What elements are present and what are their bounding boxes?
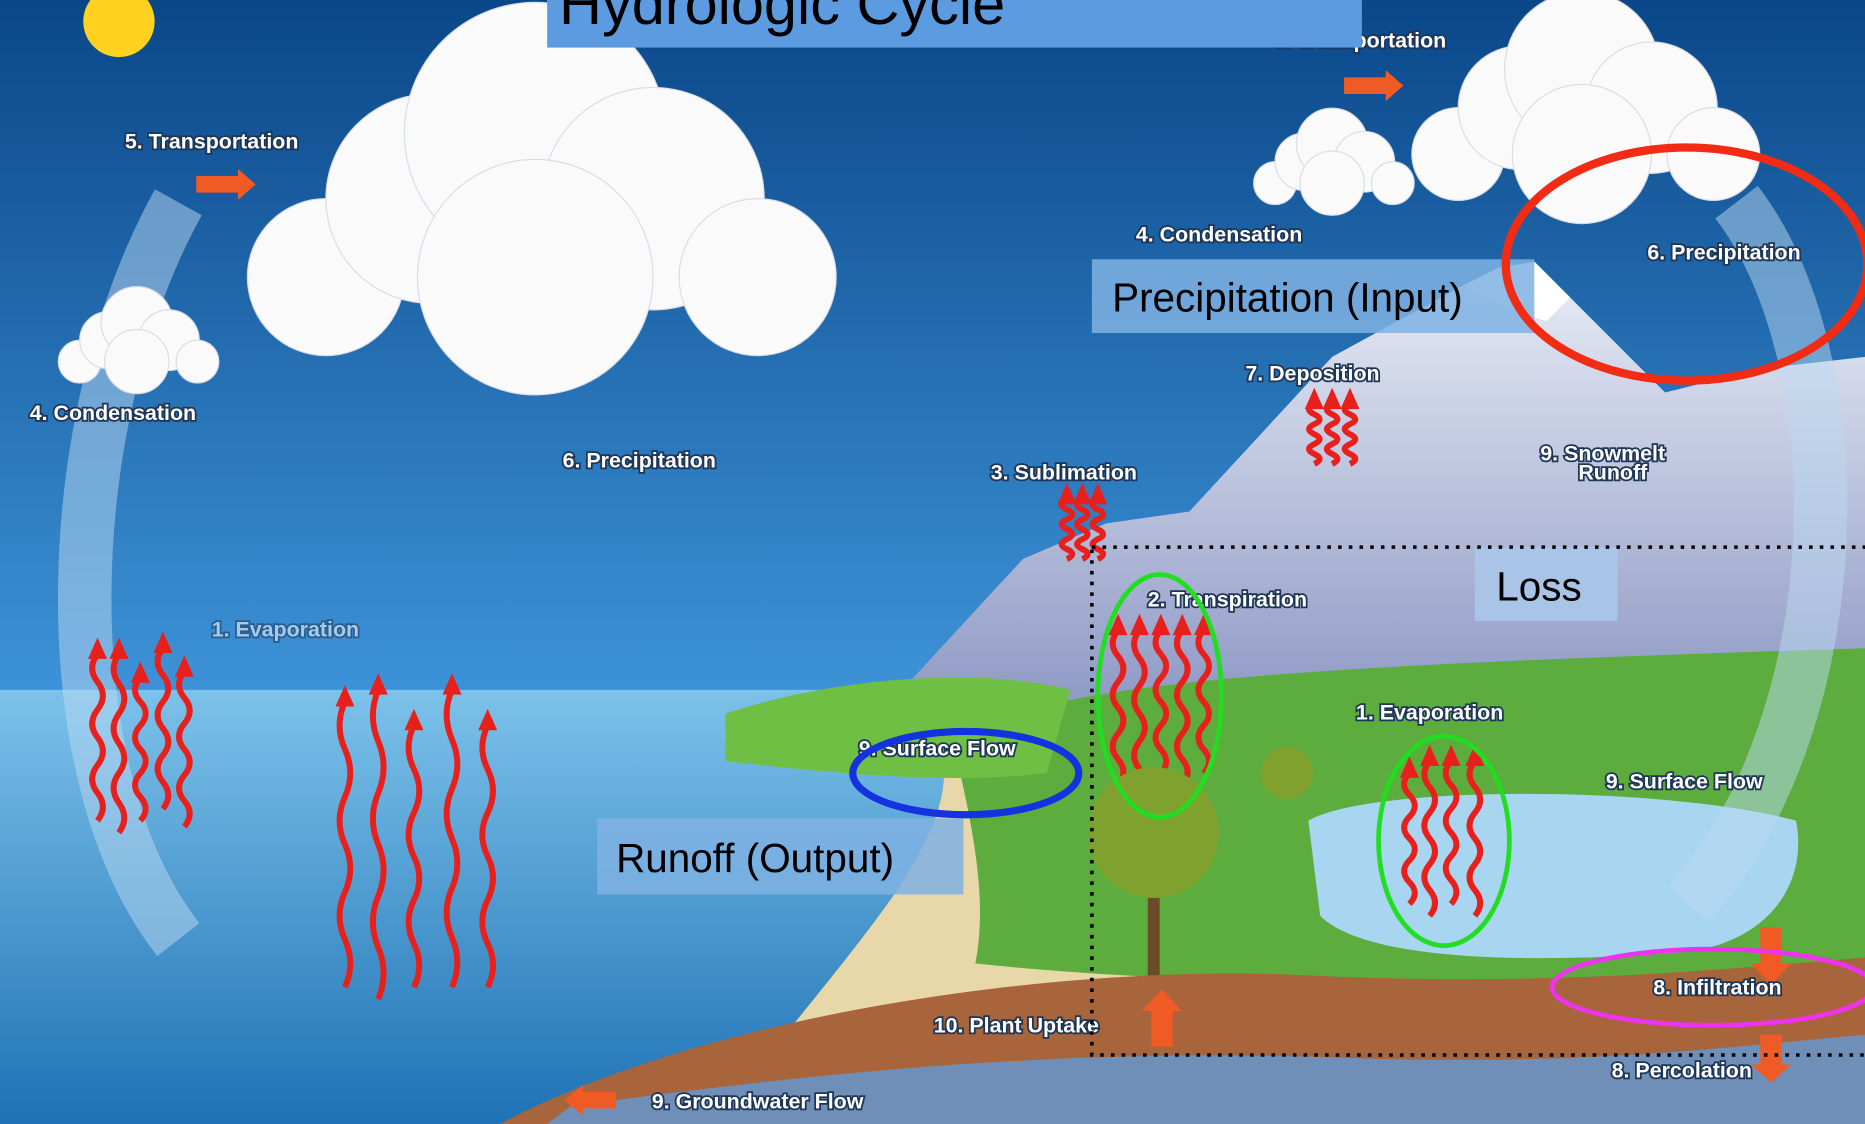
- wavy-arrow: [1345, 404, 1356, 463]
- label: 9. Groundwater Flow: [652, 1090, 864, 1114]
- cloud-puff: [417, 159, 653, 395]
- wavy-arrow: [1309, 404, 1320, 463]
- label: 5. Transportation: [125, 130, 299, 154]
- wavy-arrow: [1092, 500, 1103, 559]
- label: 1. Evaporation: [212, 617, 359, 641]
- label: 6. Precipitation: [563, 448, 716, 472]
- cloud-puff: [679, 199, 836, 356]
- title: Hydrologic Cycle: [559, 0, 1005, 37]
- label: 7. Deposition: [1245, 362, 1379, 386]
- label: 9. Surface Flow: [1606, 770, 1763, 794]
- label: 10. Plant Uptake: [934, 1013, 1099, 1037]
- cloud-puff: [105, 329, 169, 393]
- tree-crown: [1261, 747, 1313, 799]
- label: 8. Infiltration: [1653, 975, 1781, 999]
- cloud-puff: [176, 340, 219, 383]
- label: 3. Sublimation: [991, 460, 1137, 484]
- label: 8. Percolation: [1612, 1059, 1752, 1083]
- wavy-arrow: [1077, 500, 1088, 559]
- label: 4. Condensation: [1136, 222, 1302, 246]
- cloud-puff: [1300, 151, 1364, 215]
- label: Runoff: [1578, 460, 1648, 484]
- label: 1. Evaporation: [1356, 701, 1503, 725]
- diagram: 5. Transportation 4. Condensation 6. Pre…: [0, 0, 1865, 1124]
- wavy-arrow: [1062, 500, 1073, 559]
- label: 2. Transpiration: [1148, 588, 1307, 612]
- page: 5. Transportation 4. Condensation 6. Pre…: [0, 0, 1865, 1124]
- wavy-arrow: [1327, 404, 1338, 463]
- annotation: Precipitation (Input): [1112, 275, 1463, 321]
- label: 4. Condensation: [30, 401, 196, 425]
- label: 6. Precipitation: [1647, 240, 1800, 264]
- annotation: Runoff (Output): [616, 835, 894, 881]
- cloud-puff: [1371, 162, 1414, 205]
- annotation: Loss: [1496, 564, 1581, 610]
